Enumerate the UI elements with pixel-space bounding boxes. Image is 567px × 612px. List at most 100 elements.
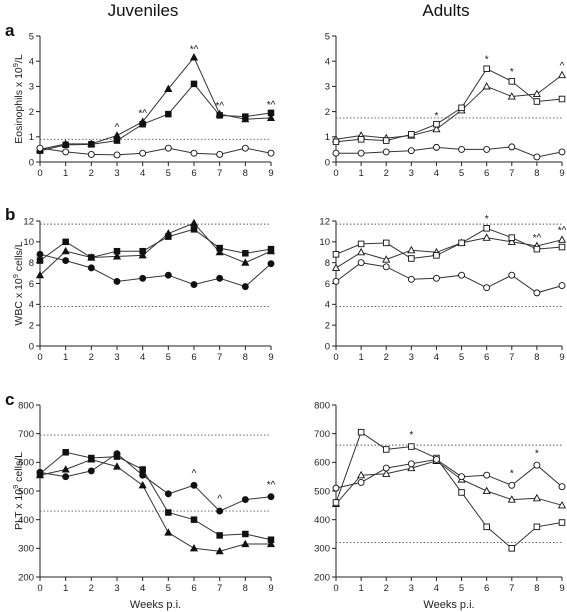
data-point: [241, 496, 249, 504]
y-tick-label: 12: [23, 216, 34, 227]
y-tick-label: 800: [314, 400, 330, 411]
significance-marker: ^: [115, 123, 120, 134]
x-tick-label: 3: [114, 583, 119, 594]
data-point: [533, 245, 541, 253]
data-point: [483, 523, 490, 531]
x-tick-label: 4: [434, 352, 439, 363]
series-filled-circle: [36, 450, 275, 515]
series-open-triangle: [331, 233, 567, 271]
data-point: [533, 289, 541, 297]
data-point: [242, 250, 249, 257]
data-point: [267, 536, 275, 543]
x-tick-label: 9: [559, 352, 564, 363]
x-tick-label: 4: [140, 352, 145, 363]
y-axis-label: WBC x 109 cells/L: [11, 241, 25, 325]
x-tick-label: 1: [63, 168, 68, 179]
series-line: [39, 451, 272, 541]
series-open-square: [332, 65, 566, 146]
significance-marker: *: [535, 449, 539, 460]
data-point: [139, 247, 146, 255]
data-point: [36, 144, 44, 152]
x-tick-label: 5: [459, 352, 464, 363]
y-tick-label: 0: [29, 341, 34, 352]
data-point: [408, 255, 415, 262]
series-open-square: [332, 225, 566, 262]
significance-marker: *^: [267, 100, 276, 111]
x-tick-label: 9: [268, 352, 273, 363]
x-tick-label: 6: [484, 168, 489, 179]
data-point: [357, 247, 366, 256]
y-tick-label: 300: [314, 544, 330, 555]
data-point: [87, 264, 95, 272]
y-tick-label: 0: [325, 341, 330, 352]
data-point: [165, 509, 172, 516]
data-point: [36, 468, 44, 476]
x-tick-label: 8: [243, 168, 248, 179]
data-point: [113, 450, 121, 458]
data-point: [458, 473, 466, 481]
y-tick-label: 12: [319, 216, 330, 227]
data-point: [190, 80, 198, 88]
significance-marker: *^: [138, 109, 147, 120]
data-point: [87, 150, 95, 158]
x-tick-label: 5: [166, 583, 171, 594]
x-tick-label: 2: [89, 583, 94, 594]
data-point: [267, 260, 275, 268]
data-point: [432, 274, 440, 282]
data-point: [164, 144, 172, 152]
series-line: [335, 458, 563, 489]
y-tick-label: 800: [18, 400, 34, 411]
data-point: [508, 143, 516, 151]
significance-marker: *: [510, 67, 514, 78]
significance-marker: *: [485, 214, 489, 225]
data-point: [557, 70, 567, 79]
y-tick-label: 10: [319, 237, 330, 248]
y-axis-label-sup: 9: [11, 63, 20, 67]
x-tick-label: 5: [166, 352, 171, 363]
data-point: [458, 239, 465, 247]
x-tick-label: 1: [63, 583, 68, 594]
data-point: [408, 131, 415, 138]
data-point: [189, 218, 199, 227]
chart-a-adults: 0 1 2 3 4 5 0 1 2 3 4 5 6 7 8 9 * * * ^: [325, 31, 567, 179]
series-filled-triangle: [35, 53, 276, 153]
series-line: [39, 147, 272, 156]
series-filled-square: [36, 80, 275, 154]
series-line: [39, 83, 272, 152]
data-point: [357, 136, 365, 143]
panel-letter-b: b: [5, 205, 15, 224]
series-filled-triangle: [35, 218, 276, 279]
data-point: [267, 245, 275, 253]
x-tick-label: 0: [333, 168, 338, 179]
y-tick-label: 400: [314, 515, 330, 526]
series-open-circle: [332, 259, 566, 297]
series-line: [39, 458, 271, 552]
data-point: [266, 539, 276, 548]
series-filled-square: [36, 449, 275, 543]
x-tick-label: 3: [409, 168, 414, 179]
y-tick-label: 700: [314, 429, 330, 440]
data-point: [382, 446, 390, 453]
data-point: [508, 545, 516, 552]
data-point: [62, 257, 70, 265]
y-tick-label: 400: [18, 515, 34, 526]
series-open-triangle: [331, 70, 567, 143]
data-point: [458, 104, 465, 112]
data-point: [432, 143, 440, 151]
x-axis-label: Weeks p.i.: [423, 599, 474, 611]
significance-marker: *^: [215, 101, 224, 112]
series-line: [39, 253, 272, 288]
series-open-circle: [332, 456, 566, 492]
data-point: [189, 53, 199, 61]
data-point: [88, 254, 95, 261]
y-tick-label: 300: [18, 544, 34, 555]
series-filled-square: [36, 226, 275, 264]
y-axis-label-sup: 9: [11, 274, 20, 278]
data-point: [507, 92, 516, 100]
data-point: [382, 148, 390, 156]
data-point: [113, 247, 121, 255]
x-tick-label: 9: [268, 583, 273, 594]
data-point: [558, 282, 566, 290]
x-tick-label: 3: [114, 168, 119, 179]
